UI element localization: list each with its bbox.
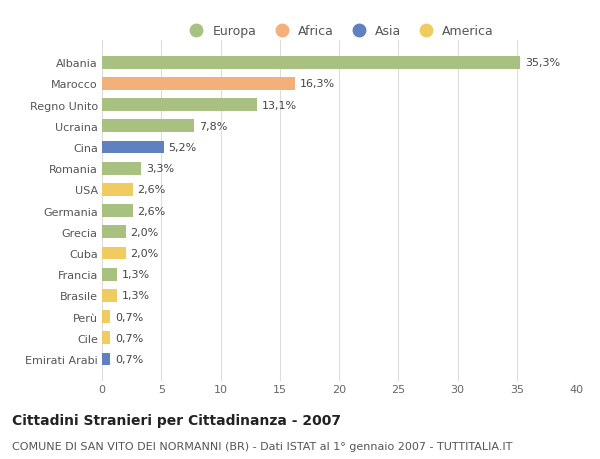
Legend: Europa, Africa, Asia, America: Europa, Africa, Asia, America [179, 20, 499, 43]
Bar [102, 353, 110, 365]
Text: COMUNE DI SAN VITO DEI NORMANNI (BR) - Dati ISTAT al 1° gennaio 2007 - TUTTITALI: COMUNE DI SAN VITO DEI NORMANNI (BR) - D… [12, 441, 512, 451]
Bar [102, 120, 194, 133]
Bar [102, 99, 257, 112]
Text: 2,0%: 2,0% [130, 227, 158, 237]
Bar [102, 162, 141, 175]
Bar [102, 247, 126, 260]
Text: 2,6%: 2,6% [137, 185, 166, 195]
Bar [102, 332, 110, 344]
Text: 1,3%: 1,3% [122, 291, 150, 301]
Bar [102, 226, 126, 239]
Text: 2,0%: 2,0% [130, 248, 158, 258]
Text: 5,2%: 5,2% [169, 143, 197, 153]
Bar [102, 268, 118, 281]
Bar [102, 78, 295, 90]
Text: 0,7%: 0,7% [115, 354, 143, 364]
Text: 13,1%: 13,1% [262, 101, 297, 110]
Bar [102, 311, 110, 323]
Bar [102, 205, 133, 218]
Text: 7,8%: 7,8% [199, 122, 227, 132]
Text: Cittadini Stranieri per Cittadinanza - 2007: Cittadini Stranieri per Cittadinanza - 2… [12, 413, 341, 427]
Bar [102, 141, 164, 154]
Text: 1,3%: 1,3% [122, 269, 150, 280]
Text: 3,3%: 3,3% [146, 164, 174, 174]
Text: 35,3%: 35,3% [525, 58, 560, 68]
Bar [102, 289, 118, 302]
Bar [102, 184, 133, 196]
Text: 2,6%: 2,6% [137, 206, 166, 216]
Bar [102, 57, 520, 69]
Text: 0,7%: 0,7% [115, 333, 143, 343]
Text: 16,3%: 16,3% [300, 79, 335, 89]
Text: 0,7%: 0,7% [115, 312, 143, 322]
